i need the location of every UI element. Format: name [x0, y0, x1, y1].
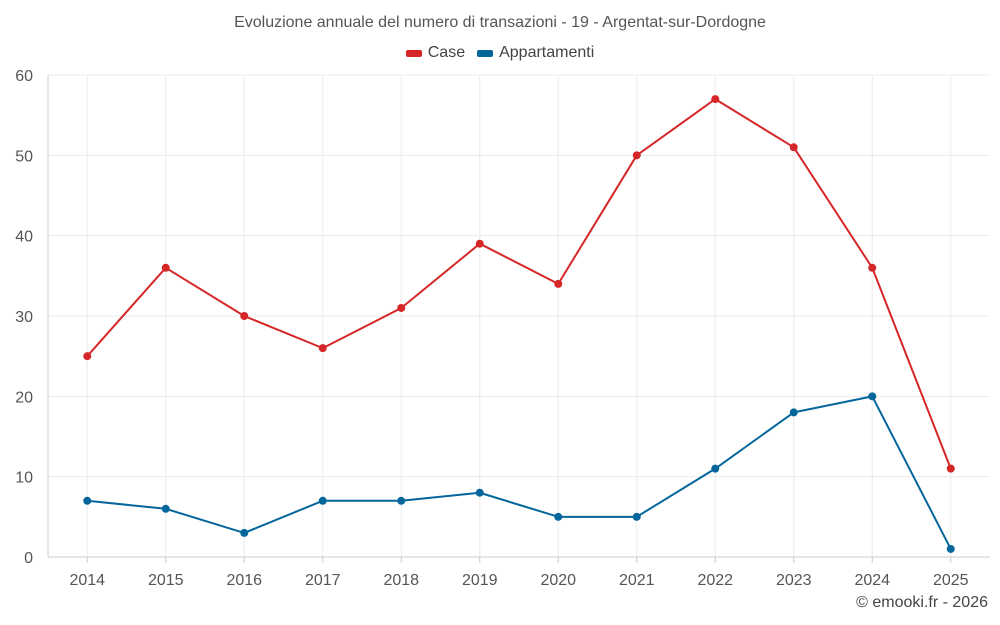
y-tick-label: 30: [15, 309, 33, 326]
data-point-appartamenti: [475, 488, 484, 497]
legend-label-case: Case: [427, 44, 466, 61]
x-tick-label: 2016: [226, 572, 262, 589]
data-point-appartamenti: [240, 528, 249, 537]
data-point-case: [475, 239, 484, 248]
series-line-case: [86, 98, 952, 469]
y-tick-label: 20: [15, 389, 33, 406]
x-tick-label: 2023: [776, 572, 812, 589]
data-point-appartamenti: [397, 496, 406, 505]
legend-item-case[interactable]: Case: [405, 44, 466, 62]
data-point-appartamenti: [161, 504, 170, 513]
x-tick-label: 2019: [462, 572, 498, 589]
x-tick-label: 2025: [933, 572, 969, 589]
x-tick-label: 2022: [697, 572, 733, 589]
data-point-appartamenti: [632, 512, 641, 521]
y-tick-label: 0: [24, 550, 33, 567]
data-point-case: [632, 151, 641, 160]
x-tick-label: 2018: [383, 572, 419, 589]
data-point-case: [397, 303, 406, 312]
data-point-case: [711, 95, 720, 104]
chart-title: Evoluzione annuale del numero di transaz…: [234, 14, 766, 31]
x-tick-label: 2024: [854, 572, 890, 589]
x-tick-label: 2021: [619, 572, 655, 589]
data-point-appartamenti: [868, 392, 877, 401]
data-point-case: [946, 464, 955, 473]
data-point-appartamenti: [946, 544, 955, 553]
series-line-appartamenti: [87, 395, 952, 550]
x-tick-label: 2020: [540, 572, 576, 589]
x-tick-label: 2015: [148, 572, 184, 589]
legend: Case Appartamenti: [0, 44, 1000, 62]
data-point-appartamenti: [554, 512, 563, 521]
data-point-case: [554, 279, 563, 288]
legend-label-appartamenti: Appartamenti: [499, 44, 595, 61]
data-point-case: [318, 344, 327, 353]
legend-swatch-appartamenti: [477, 49, 494, 57]
x-tick-label: 2014: [69, 572, 105, 589]
data-point-case: [868, 263, 877, 272]
data-point-case: [161, 263, 170, 272]
data-point-appartamenti: [318, 496, 327, 505]
y-tick-label: 40: [15, 229, 33, 246]
y-tick-label: 60: [15, 68, 33, 85]
credit-text: © emooki.fr - 2026: [856, 594, 988, 611]
data-point-case: [240, 312, 249, 320]
data-point-appartamenti: [83, 496, 92, 505]
data-point-case: [83, 352, 92, 361]
legend-swatch-case: [405, 49, 422, 57]
y-tick-label: 10: [15, 470, 33, 487]
legend-item-appartamenti[interactable]: Appartamenti: [477, 44, 594, 62]
data-point-case: [789, 143, 798, 152]
data-point-appartamenti: [789, 408, 798, 417]
y-tick-label: 50: [15, 148, 33, 165]
data-point-appartamenti: [711, 464, 720, 473]
x-tick-label: 2017: [305, 572, 341, 589]
